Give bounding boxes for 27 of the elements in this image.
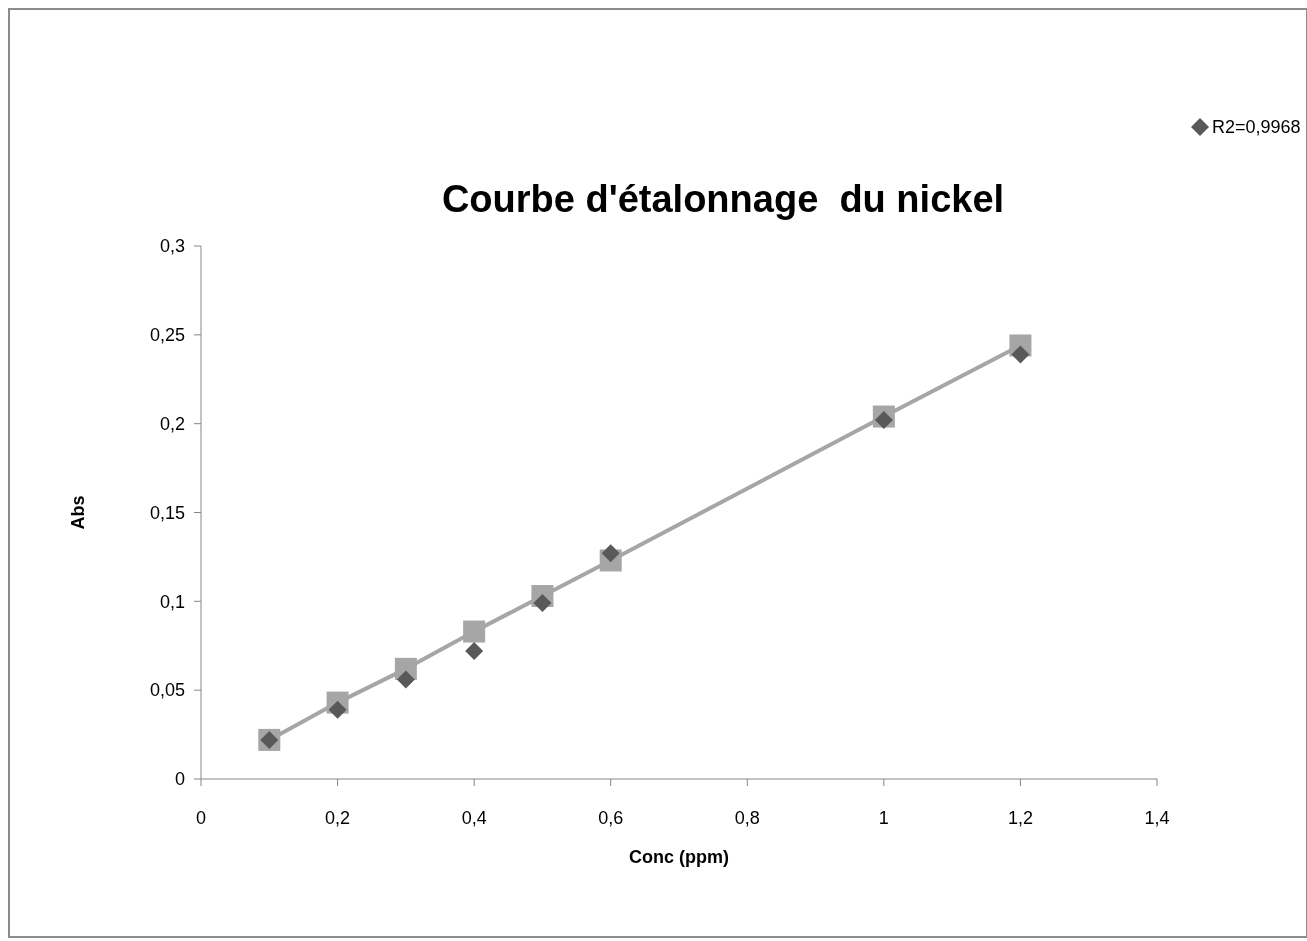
chart-title: Courbe d'étalonnage du nickel (441, 178, 1005, 220)
y-tick-label: 0,05 (149, 680, 185, 701)
x-tick-label: 0,2 (325, 808, 351, 828)
point (533, 594, 552, 613)
point (328, 700, 347, 719)
x-tick-label: 0,6 (598, 808, 624, 828)
y-tick-label: 0 (174, 769, 185, 790)
x-tick-label: 1,4 (1144, 808, 1170, 828)
y-tick-label: 0,3 (159, 236, 185, 257)
y-tick-label: 0,25 (149, 325, 185, 346)
point (396, 670, 415, 689)
point (463, 620, 486, 643)
x-tick-label: 0,8 (734, 808, 760, 828)
point (874, 411, 893, 430)
point (465, 642, 484, 661)
x-tick-label: 1 (878, 808, 889, 828)
y-tick-label: 0,1 (159, 591, 185, 612)
x-tick-label: 0 (195, 808, 207, 828)
y-tick-label: 0,15 (149, 502, 185, 523)
x-tick-label: 0,4 (461, 808, 487, 828)
y-tick-label: 0,2 (159, 413, 185, 434)
point (601, 544, 620, 563)
legend-label: R2=0,9968 (1212, 117, 1301, 137)
x-axis-title: Conc (ppm) (629, 847, 729, 867)
x-tick-label: 1,2 (1007, 808, 1033, 828)
point (1011, 345, 1030, 364)
y-axis-title: Abs (68, 495, 88, 530)
